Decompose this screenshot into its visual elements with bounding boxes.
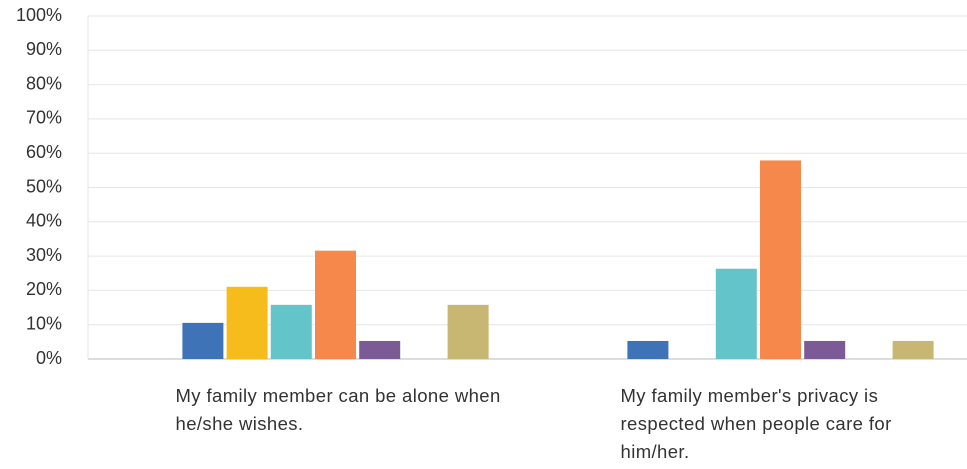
y-tick-label: 40% bbox=[26, 211, 62, 231]
y-tick-label: 90% bbox=[26, 39, 62, 59]
x-tick-label: My family member can be alone when he/sh… bbox=[175, 385, 501, 434]
y-tick-label: 30% bbox=[26, 245, 62, 265]
y-tick-label: 60% bbox=[26, 142, 62, 162]
y-tick-label: 10% bbox=[26, 313, 62, 333]
bar bbox=[892, 340, 934, 359]
y-tick-label: 100% bbox=[16, 5, 62, 25]
bar bbox=[447, 304, 489, 359]
y-tick-label: 50% bbox=[26, 176, 62, 196]
bar bbox=[182, 322, 224, 359]
y-tick-label: 80% bbox=[26, 73, 62, 93]
bar bbox=[315, 250, 356, 359]
y-tick-label: 70% bbox=[26, 108, 62, 128]
bar bbox=[804, 340, 846, 359]
bar bbox=[226, 286, 268, 359]
bar bbox=[715, 268, 757, 359]
bar bbox=[359, 340, 401, 359]
bar bbox=[627, 340, 669, 359]
y-tick-label: 0% bbox=[36, 348, 62, 368]
y-tick-label: 20% bbox=[26, 279, 62, 299]
x-tick-label: My family member's privacy is respected … bbox=[620, 385, 892, 462]
bar bbox=[760, 160, 801, 359]
bar bbox=[270, 304, 312, 359]
